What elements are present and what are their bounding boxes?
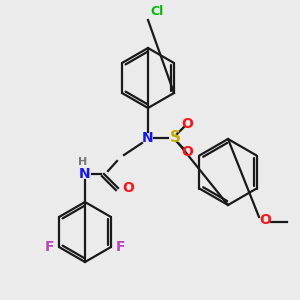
Text: O: O [122, 181, 134, 195]
Text: O: O [181, 145, 193, 159]
Text: N: N [79, 167, 91, 181]
Text: F: F [116, 240, 125, 254]
Text: S: S [169, 130, 181, 146]
Text: H: H [78, 157, 88, 167]
Text: Cl: Cl [150, 5, 163, 18]
Text: O: O [181, 117, 193, 131]
Text: F: F [44, 240, 54, 254]
Text: N: N [142, 131, 154, 145]
Text: O: O [259, 213, 271, 227]
